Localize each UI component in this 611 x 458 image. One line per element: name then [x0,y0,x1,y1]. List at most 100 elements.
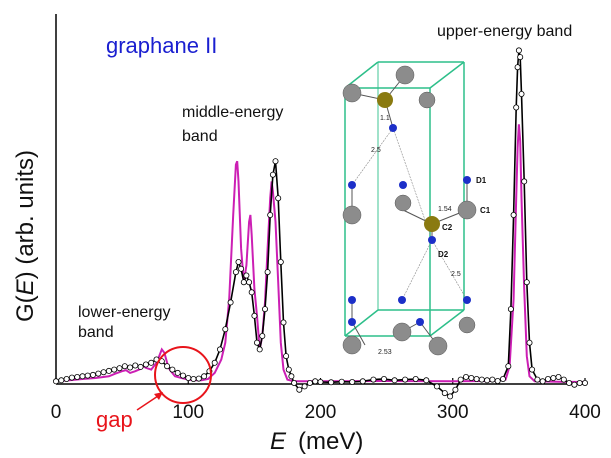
x-tick-label: 0 [51,402,62,423]
data-point-marker [571,381,578,388]
data-point-marker [306,379,313,386]
carbon-atom [392,322,412,342]
data-point-marker [95,370,102,377]
data-point-marker [164,363,171,370]
data-point-marker [521,178,528,185]
data-point-marker [539,378,546,385]
data-point-marker [195,375,202,382]
deuterium-atom [348,318,356,326]
series-simulation-line [55,124,586,383]
data-point-marker [312,378,319,385]
data-point-marker [576,379,583,386]
data-point-marker [211,359,218,366]
data-point-marker [468,374,475,381]
inset-label-hbond-2.5-upper: 2.5 [371,147,381,154]
data-point-marker [328,379,335,386]
data-point-marker [251,312,258,319]
inset-label-bond-1.1: 1.1 [380,115,390,122]
x-axis-title: E (meV) [270,428,363,455]
data-point-marker [253,339,260,346]
carbon-atom [394,194,412,212]
hydrogen-atom-highlight [424,216,440,232]
data-point-marker [174,369,181,376]
data-point-marker [100,369,107,376]
deuterium-atom [348,296,356,304]
gap-circle [154,346,212,404]
hydrogen-atom-highlight [377,92,393,108]
data-point-marker [179,372,186,379]
data-point-marker [423,377,430,384]
data-point-marker [505,363,512,370]
data-point-marker [185,374,192,381]
data-point-marker [63,375,70,382]
deuterium-atom [463,296,471,304]
data-point-marker [534,376,541,383]
data-point-marker [116,365,123,372]
deuterium-atom [463,176,471,184]
annotation-lower-band-line2: band [78,324,114,341]
deuterium-atom [398,296,406,304]
annotation-upper-band: upper-energy band [437,23,572,40]
deuterium-atom [399,181,407,189]
data-point-marker [510,211,517,218]
data-point-marker [58,377,65,384]
data-point-marker [478,376,485,383]
data-point-marker [517,54,524,61]
data-point-marker [283,353,290,360]
data-point-marker [259,332,266,339]
data-point-marker [280,319,287,326]
data-point-marker [447,393,454,400]
data-point-marker [216,346,223,353]
carbon-atom [395,65,415,85]
data-point-marker [269,171,276,178]
data-point-marker [256,346,263,353]
axes [55,14,585,385]
data-point-marker [68,374,75,381]
data-point-marker [190,375,197,382]
carbon-atom [342,83,362,103]
data-point-marker [338,378,345,385]
annotation-middle-band-line2: band [182,128,218,145]
data-point-marker [235,258,242,265]
data-point-marker [499,375,506,382]
hydrogen-bonds [351,127,468,301]
data-point-marker [132,362,139,369]
inset-label-C2: C2 [442,223,453,232]
data-point-marker [246,279,253,286]
data-point-marker [137,363,144,370]
data-point-marker [380,375,387,382]
data-point-marker [243,272,250,279]
data-point-marker [127,364,134,371]
data-point-marker [433,383,440,390]
data-point-marker [222,326,229,333]
inset-label-D1: D1 [476,176,487,185]
gap-arrow-head [154,392,163,400]
data-point-marker [514,64,521,71]
data-point-marker [494,377,501,384]
annotation-lower-band: lower-energy [78,304,170,321]
data-point-marker [545,375,552,382]
data-point-marker [529,366,536,373]
deuterium-atom [389,124,397,132]
data-point-marker [349,378,356,385]
annotation-middle-band: middle-energy [182,104,283,121]
data-point-marker [462,373,469,380]
data-point-marker [288,373,295,380]
chart-title: graphane II [106,33,217,58]
inset-label-bond-1.54: 1.54 [438,206,452,213]
data-point-marker [317,378,324,385]
x-tick-label: 100 [172,402,204,423]
deuterium-atom [428,236,436,244]
data-point-marker [238,265,245,272]
data-point-marker [523,279,530,286]
data-point-marker [169,366,176,373]
data-point-marker [550,374,557,381]
inset-label-C1: C1 [480,206,491,215]
carbon-atom [457,200,477,220]
x-tick-label: 300 [437,402,469,423]
data-point-marker [121,363,128,370]
data-point-marker [441,390,448,397]
data-point-marker [272,158,279,165]
carbon-atom [342,335,362,355]
